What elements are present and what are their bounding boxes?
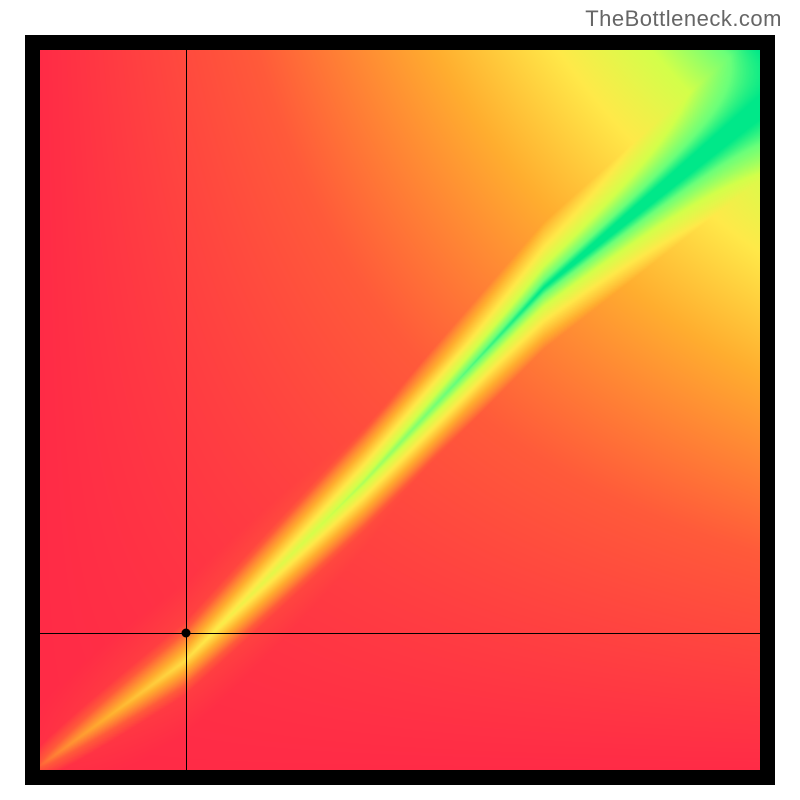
- chart-frame: [25, 35, 775, 785]
- crosshair-vertical: [186, 50, 187, 770]
- crosshair-marker: [182, 629, 191, 638]
- crosshair-horizontal: [40, 633, 760, 634]
- heatmap-canvas: [40, 50, 760, 770]
- watermark-text: TheBottleneck.com: [585, 6, 782, 32]
